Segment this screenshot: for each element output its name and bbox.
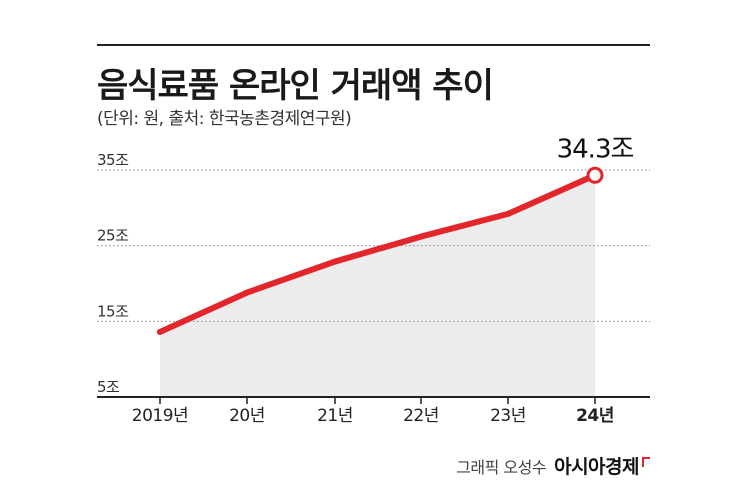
brand-mark-icon — [642, 456, 650, 467]
y-tick-label: 15조 — [97, 302, 129, 320]
data-point-highlight — [586, 166, 604, 184]
x-tick-label: 24년 — [576, 406, 614, 426]
data-point — [157, 328, 163, 335]
chart-subtitle: (단위: 원, 출처: 한국농촌경제연구원) — [97, 109, 352, 129]
top-rule — [97, 44, 650, 46]
chart-title: 음식료품 온라인 거래액 추이 — [97, 66, 494, 106]
y-tick-label: 35조 — [97, 151, 129, 169]
graphic-credit: 그래픽 오성수 — [456, 457, 547, 477]
x-tick-label: 2019년 — [132, 406, 188, 426]
footer-credit: 그래픽 오성수 아시아경제 — [456, 452, 650, 479]
data-point — [244, 289, 250, 296]
y-tick-label: 5조 — [97, 378, 120, 396]
brand-logo: 아시아경제 — [554, 456, 639, 478]
x-tick-label: 22년 — [403, 406, 439, 426]
series-line — [157, 172, 598, 335]
x-tick-label: 23년 — [490, 406, 526, 426]
x-tick-label: 20년 — [229, 406, 265, 426]
data-point — [505, 210, 511, 217]
data-point — [418, 233, 424, 240]
x-tick-label: 21년 — [317, 406, 353, 426]
y-tick-label: 25조 — [97, 227, 129, 245]
area-fill — [160, 175, 595, 397]
data-label: 34.3조 — [557, 134, 634, 164]
data-point — [332, 258, 338, 265]
